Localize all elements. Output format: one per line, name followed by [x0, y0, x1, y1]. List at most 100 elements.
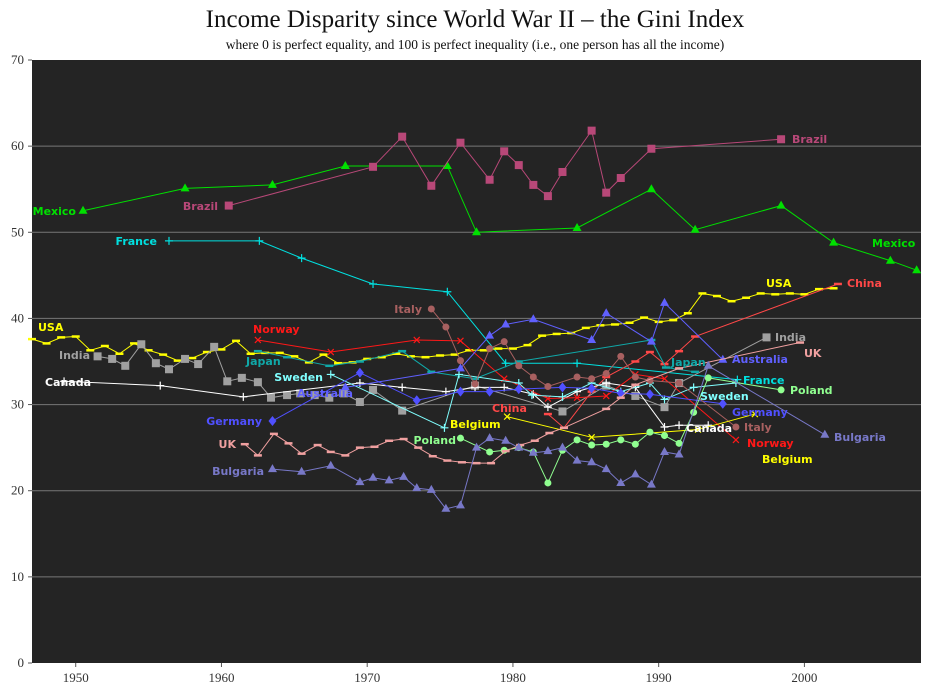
data-point-marker [631, 391, 640, 400]
series-label-start: Italy [394, 303, 422, 316]
data-point-marker [239, 392, 248, 401]
data-point-marker [442, 323, 450, 331]
data-point-marker [820, 429, 830, 438]
series-italy [427, 305, 740, 431]
data-point-marker [442, 160, 452, 169]
y-tick-label: 70 [11, 52, 24, 67]
data-point-marker [440, 423, 449, 432]
data-point-marker [572, 455, 582, 464]
data-point-marker [543, 403, 552, 412]
series-brazil [224, 126, 786, 210]
data-point-marker [631, 373, 639, 381]
data-point-marker [661, 375, 668, 383]
series-label-end: Germany [732, 406, 788, 419]
data-point-marker [255, 236, 264, 245]
y-tick-label: 20 [11, 483, 24, 498]
data-point-marker [732, 436, 740, 444]
data-point-marker [500, 338, 508, 346]
data-point-marker [660, 403, 669, 412]
data-point-marker [690, 224, 700, 233]
series-australia [340, 297, 728, 391]
series-label-end: Norway [747, 437, 794, 450]
data-point-marker [427, 305, 435, 313]
data-point-marker [339, 389, 348, 398]
data-point-marker [528, 314, 538, 323]
data-point-marker [543, 192, 552, 201]
data-point-marker [661, 432, 669, 440]
data-point-marker [776, 200, 786, 209]
data-point-marker [224, 201, 233, 210]
data-point-marker [572, 222, 582, 231]
data-point-marker [60, 377, 69, 386]
data-point-marker [660, 395, 669, 404]
data-point-marker [557, 442, 567, 451]
series-label-start: Bulgaria [212, 465, 264, 478]
data-point-marker [412, 483, 422, 492]
data-point-marker [616, 477, 626, 486]
series-china [543, 282, 842, 430]
data-point-marker [485, 175, 494, 184]
series-label-end: Belgium [762, 453, 813, 466]
data-point-marker [283, 391, 292, 400]
x-tick-label: 2000 [791, 670, 817, 685]
data-point-marker [108, 354, 117, 363]
series-label-end: India [775, 331, 806, 344]
data-point-marker [616, 174, 625, 183]
data-point-marker [718, 398, 727, 409]
x-tick-label: 1980 [500, 670, 526, 685]
series-label-start: Belgium [450, 418, 501, 431]
data-point-marker [456, 138, 465, 147]
x-tick-label: 1970 [354, 670, 380, 685]
y-tick-label: 10 [11, 569, 24, 584]
series-label-end: Brazil [792, 133, 827, 146]
data-point-marker [327, 348, 335, 356]
data-point-marker [443, 287, 452, 296]
series-france [164, 236, 742, 384]
series-label-end: Italy [744, 421, 772, 434]
data-point-marker [573, 394, 581, 402]
data-point-marker [500, 147, 509, 156]
data-point-marker [297, 254, 306, 263]
data-point-marker [602, 440, 610, 448]
data-point-marker [78, 205, 88, 214]
data-point-marker [587, 457, 597, 466]
data-point-marker [660, 446, 670, 455]
data-point-marker [646, 184, 656, 193]
data-point-marker [486, 345, 494, 353]
series-label-start: France [116, 235, 157, 248]
series-line [244, 342, 801, 464]
data-point-marker [660, 297, 670, 306]
data-point-marker [912, 265, 922, 274]
data-point-marker [543, 446, 553, 455]
data-point-marker [601, 464, 611, 473]
data-point-marker [777, 135, 786, 144]
data-point-marker [456, 434, 464, 442]
x-tick-label: 1950 [63, 670, 89, 685]
data-point-marker [544, 382, 552, 390]
y-tick-label: 50 [11, 224, 24, 239]
data-point-marker [355, 477, 365, 486]
data-point-marker [355, 367, 364, 378]
data-point-marker [501, 359, 510, 368]
data-point-marker [254, 336, 262, 344]
data-point-marker [675, 439, 683, 447]
data-point-marker [646, 336, 656, 345]
series-norway [254, 336, 740, 444]
data-point-marker [457, 337, 464, 345]
data-point-marker [355, 397, 364, 406]
data-point-marker [751, 410, 759, 418]
series-label-end: USA [766, 277, 792, 290]
data-point-marker [472, 227, 481, 236]
series-label-end: Sweden [700, 390, 749, 403]
data-point-marker [456, 357, 464, 365]
data-point-marker [647, 144, 656, 153]
data-point-marker [456, 386, 465, 397]
series-line [97, 336, 767, 413]
data-point-marker [646, 428, 654, 436]
data-point-marker [573, 436, 581, 444]
series-label-end: France [743, 374, 784, 387]
chart-title: Income Disparity since World War II – th… [205, 6, 745, 33]
data-point-marker [194, 360, 203, 369]
series-sweden [326, 370, 740, 432]
data-point-marker [164, 236, 173, 245]
